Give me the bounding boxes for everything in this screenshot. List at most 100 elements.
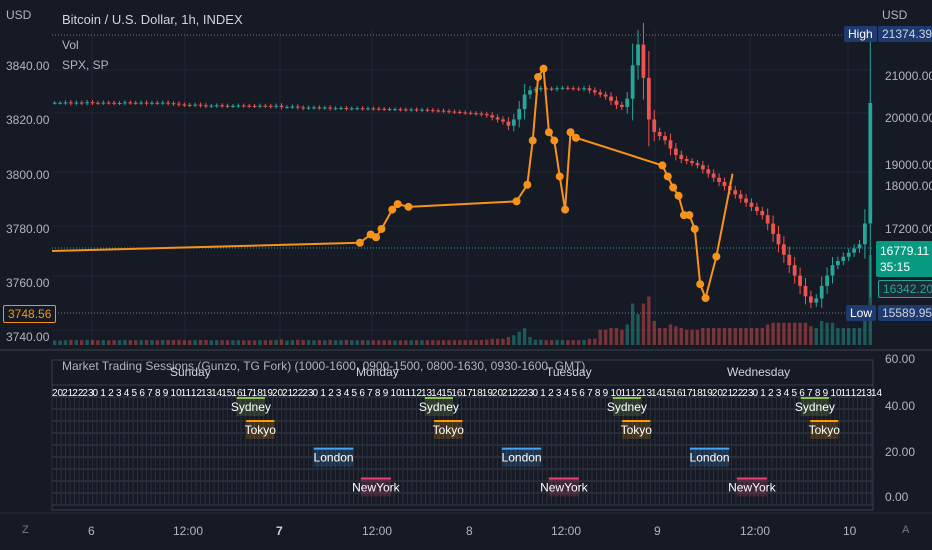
candle-body bbox=[295, 106, 300, 108]
candle-body bbox=[657, 131, 662, 137]
volume-bar bbox=[701, 328, 705, 345]
hour-label: 2 bbox=[548, 388, 554, 399]
candle-body bbox=[603, 94, 608, 97]
candle-body bbox=[684, 158, 689, 162]
hour-label: 12 bbox=[411, 388, 423, 399]
volume-bar bbox=[593, 338, 597, 345]
session-label: NewYork bbox=[728, 481, 777, 495]
volume-bar bbox=[53, 340, 57, 345]
candle-body bbox=[382, 108, 387, 110]
volume-bar bbox=[220, 340, 224, 345]
volume-bar bbox=[544, 340, 548, 345]
auto-scale-right-button[interactable]: A bbox=[902, 524, 910, 536]
volume-bar bbox=[717, 328, 721, 345]
spx-point bbox=[690, 224, 699, 233]
hour-label: 6 bbox=[799, 388, 805, 399]
hour-label: 14 bbox=[651, 388, 663, 399]
last-price-badge: 16779.11 35:15 bbox=[876, 241, 932, 277]
hour-label: 0 bbox=[752, 388, 758, 399]
candle-body bbox=[760, 211, 765, 216]
volume-bar bbox=[512, 335, 516, 345]
candle-body bbox=[360, 108, 365, 110]
candle-body bbox=[587, 88, 592, 91]
hour-label: 23 bbox=[742, 388, 754, 399]
spx-point bbox=[685, 211, 694, 220]
volume-bar bbox=[171, 340, 176, 345]
left-price-badge: 3748.56 bbox=[3, 305, 57, 323]
candle-body bbox=[133, 102, 138, 104]
spx-line bbox=[51, 65, 734, 302]
sessions-indicator-title[interactable]: Market Trading Sessions (Gunzo, TG Fork)… bbox=[62, 359, 586, 373]
volume-bar bbox=[755, 328, 759, 345]
time-axis-label: 8 bbox=[466, 524, 473, 538]
low-label: Low bbox=[846, 305, 877, 321]
session-label: Tokyo bbox=[433, 423, 465, 437]
volume-bar bbox=[506, 337, 511, 345]
candle-body bbox=[814, 298, 819, 303]
candle-body bbox=[771, 223, 775, 234]
candle-body bbox=[576, 88, 581, 90]
volume-bar bbox=[323, 340, 327, 345]
hour-label: 8 bbox=[155, 388, 161, 399]
volume-bar bbox=[420, 340, 424, 345]
volume-bar bbox=[155, 340, 160, 345]
candle-body bbox=[349, 108, 354, 110]
spx-point bbox=[663, 172, 672, 181]
left-axis-currency: USD bbox=[6, 8, 32, 22]
hour-label: 20 bbox=[52, 388, 64, 399]
candle-body bbox=[836, 260, 840, 266]
volume-bar bbox=[706, 328, 710, 345]
volume-bar bbox=[760, 328, 764, 345]
hour-label: 9 bbox=[383, 388, 389, 399]
auto-scale-left-button[interactable]: Z bbox=[22, 524, 29, 536]
candle-body bbox=[808, 296, 813, 303]
volume-bar bbox=[819, 321, 824, 345]
volume-bar bbox=[722, 328, 727, 345]
legend-vol[interactable]: Vol bbox=[62, 38, 79, 52]
session-label: Tokyo bbox=[245, 423, 277, 437]
candle-body bbox=[663, 136, 667, 141]
hour-label: 23 bbox=[302, 388, 314, 399]
volume-bar bbox=[857, 328, 862, 345]
day-name-label: Monday bbox=[356, 365, 399, 379]
hour-label: 8 bbox=[375, 388, 381, 399]
volume-series bbox=[53, 255, 872, 345]
volume-bar bbox=[652, 321, 656, 345]
legend-spx[interactable]: SPX, SP bbox=[62, 58, 109, 72]
candle-body bbox=[420, 109, 424, 111]
hour-label: 8 bbox=[595, 388, 601, 399]
volume-bar bbox=[787, 322, 791, 345]
hour-label: 23 bbox=[82, 388, 94, 399]
bar-countdown: 35:15 bbox=[880, 260, 911, 274]
candle-body bbox=[339, 108, 343, 110]
candle-body bbox=[290, 106, 295, 108]
volume-bar bbox=[636, 314, 640, 345]
volume-bar bbox=[80, 340, 84, 345]
hour-label: 19 bbox=[482, 388, 494, 399]
time-axis-label: 7 bbox=[276, 524, 283, 538]
hour-label: 13 bbox=[861, 388, 873, 399]
candle-body bbox=[447, 111, 451, 113]
spx-point bbox=[674, 191, 683, 200]
hour-label: 14 bbox=[211, 388, 223, 399]
volume-bar bbox=[198, 339, 203, 345]
volume-bar bbox=[830, 322, 835, 345]
hour-label: 11 bbox=[621, 388, 632, 399]
candle-body bbox=[160, 102, 165, 104]
volume-bar bbox=[215, 340, 219, 345]
candle-body bbox=[538, 88, 543, 90]
spx-series bbox=[51, 64, 734, 303]
volume-bar bbox=[425, 340, 430, 345]
hour-label: 13 bbox=[201, 388, 213, 399]
hour-label: 9 bbox=[603, 388, 609, 399]
volume-bar bbox=[501, 338, 505, 345]
volume-bar bbox=[463, 340, 467, 345]
session-label: Sydney bbox=[795, 400, 835, 414]
session-label: London bbox=[314, 451, 354, 465]
volume-bar bbox=[490, 338, 494, 345]
spx-point bbox=[669, 183, 678, 192]
volume-bar bbox=[166, 339, 170, 345]
candle-body bbox=[312, 107, 316, 109]
volume-bar bbox=[576, 340, 581, 345]
